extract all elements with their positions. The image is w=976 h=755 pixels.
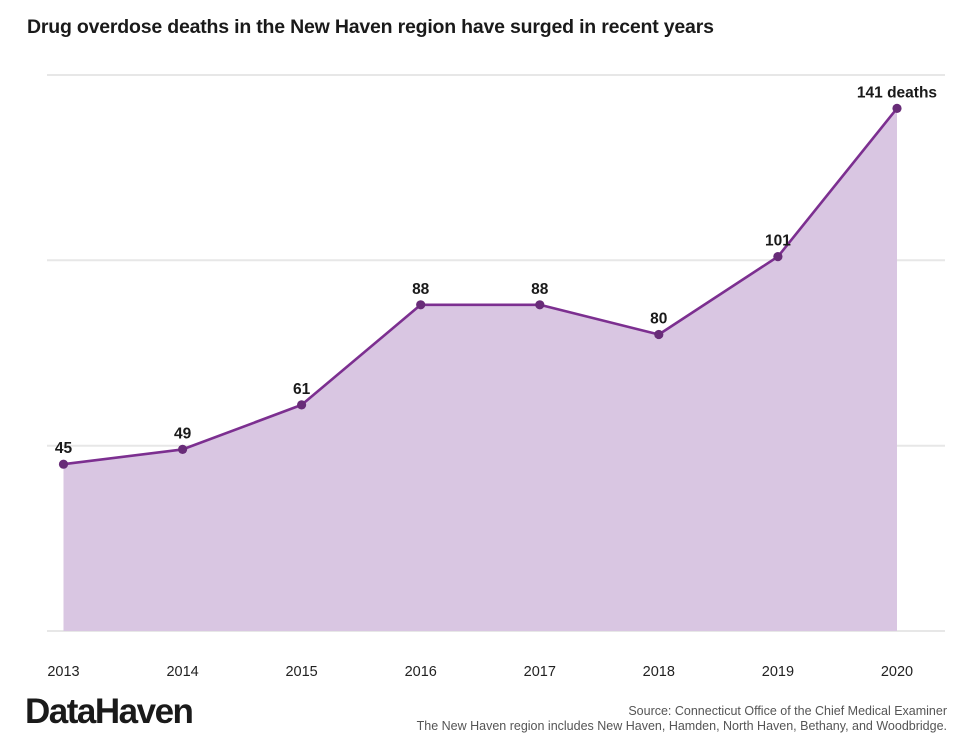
data-point [178, 444, 188, 454]
x-axis-tick-label: 2013 [47, 664, 79, 680]
data-point-label: 101 [765, 233, 791, 250]
data-point [297, 400, 307, 410]
data-point-label: 49 [174, 425, 192, 442]
area-fill [63, 108, 897, 631]
x-axis-tick-label: 2015 [285, 664, 317, 680]
datahaven-logo: DataHaven [25, 692, 194, 731]
source-note: Source: Connecticut Office of the Chief … [417, 704, 947, 733]
x-axis-tick-label: 2020 [881, 664, 913, 680]
data-point-label: 88 [531, 281, 549, 298]
data-point [58, 459, 69, 469]
source-line-1: Source: Connecticut Office of the Chief … [628, 704, 947, 718]
x-axis-tick-label: 2014 [166, 664, 198, 680]
x-axis-tick-label: 2017 [524, 664, 556, 680]
data-point [773, 252, 783, 262]
data-point-label: 80 [650, 311, 667, 328]
data-point [535, 300, 545, 310]
data-point-label: 88 [412, 281, 430, 298]
data-point-label: 141 deaths [857, 84, 937, 101]
x-axis-tick-label: 2018 [643, 664, 675, 680]
data-point-label: 45 [55, 440, 73, 457]
source-line-2: The New Haven region includes New Haven,… [416, 718, 947, 733]
data-point [416, 300, 426, 310]
chart-title: Drug overdose deaths in the New Haven re… [27, 16, 714, 38]
x-axis-tick-label: 2019 [762, 664, 794, 680]
data-point-label: 61 [293, 381, 311, 398]
data-point [654, 329, 664, 340]
data-point [892, 103, 902, 113]
x-axis-tick-label: 2016 [405, 664, 437, 680]
trend-line [62, 107, 899, 466]
